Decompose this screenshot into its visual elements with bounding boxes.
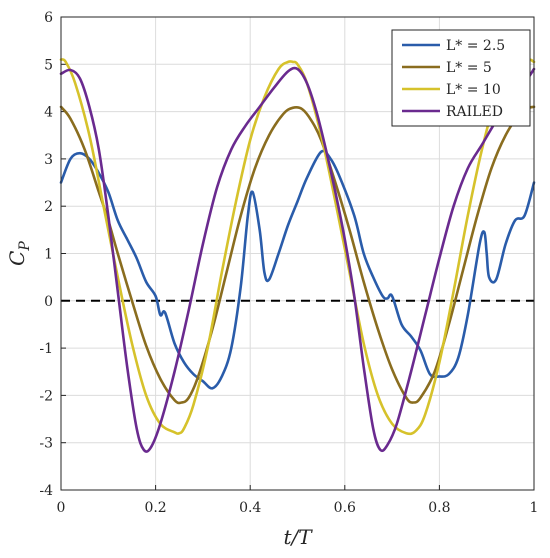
legend-label-1: L* = 5 [446,60,492,76]
legend-label-3: RAILED [446,104,503,120]
x-tick-label: 0.8 [428,500,450,516]
series-line-2 [59,58,536,436]
series-line-1 [59,105,536,405]
y-tick-label: -3 [39,436,53,452]
x-tick-label: 1 [530,500,539,516]
legend-label-0: L* = 2.5 [446,38,505,54]
y-tick-label: 5 [44,57,53,73]
plot-frame [60,16,535,491]
y-tick-label: 4 [44,105,53,121]
x-tick-label: 0.4 [239,500,261,516]
legend: L* = 2.5 L* = 5 L* = 10 RAILED [391,29,531,127]
legend-label-2: L* = 10 [446,82,501,98]
series-group [59,58,536,453]
x-tick-label: 0 [57,500,66,516]
y-axis-label: CP [5,241,33,266]
y-tick-label: 3 [44,152,53,168]
y-tick-labels: -4 -3 -2 -1 0 1 2 3 4 5 6 [39,10,53,499]
y-tick-label: 2 [44,199,53,215]
y-tick-label: -2 [39,388,53,404]
y-tick-label: -1 [39,341,53,357]
y-tick-label: -4 [39,483,53,499]
y-tick-label: 6 [44,10,53,26]
x-tick-label: 0.2 [144,500,166,516]
x-axis-label: t/T [283,525,313,549]
series-line-0 [59,149,536,390]
x-tick-labels: 0 0.2 0.4 0.6 0.8 1 [57,500,539,516]
x-tick-label: 0.6 [334,500,356,516]
y-tick-label: 0 [44,294,53,310]
y-tick-label: 1 [44,247,53,263]
series-line-3 [59,66,536,453]
